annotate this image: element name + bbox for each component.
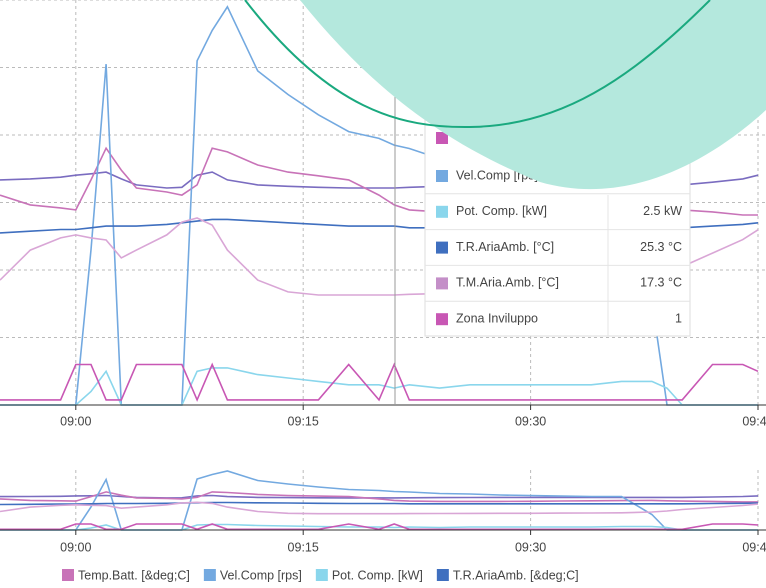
legend-label: T.R.AriaAmb. [&deg;C] <box>453 568 579 582</box>
legend-swatch <box>437 569 449 581</box>
x-tick-label: 09:00 <box>60 414 91 428</box>
tooltip-swatch <box>436 206 448 218</box>
tooltip-swatch <box>436 170 448 182</box>
x-tick-label: 09:30 <box>515 540 546 554</box>
x-tick-label: 09:15 <box>288 540 319 554</box>
legend-label: Vel.Comp [rps] <box>220 568 302 582</box>
decor-blob <box>300 0 766 189</box>
legend: Temp.Batt. [&deg;C] Vel.Comp [rps] Pot. Co… <box>62 568 579 582</box>
series-line <box>0 496 758 498</box>
tooltip-swatch <box>436 242 448 254</box>
x-tick-label: 09:30 <box>515 414 546 428</box>
tooltip-label: T.M.Aria.Amb. [°C] <box>456 276 559 290</box>
legend-swatch <box>316 569 328 581</box>
x-tick-label: 09:45 <box>742 414 766 428</box>
tooltip-label: T.R.AriaAmb. [°C] <box>456 240 554 254</box>
x-tick-label: 09:00 <box>60 540 91 554</box>
series-line <box>0 503 758 505</box>
tooltip-label: Zona Inviluppo <box>456 311 538 325</box>
legend-swatch <box>204 569 216 581</box>
tooltip-label: Pot. Comp. [kW] <box>456 204 547 218</box>
tooltip-value: 17.3 °C <box>640 276 682 290</box>
tooltip-value: 25.3 °C <box>640 240 682 254</box>
x-tick-label: 09:45 <box>742 540 766 554</box>
legend-swatch <box>62 569 74 581</box>
x-tick-label: 09:15 <box>288 414 319 428</box>
legend-label: Temp.Batt. [&deg;C] <box>78 568 190 582</box>
tooltip-value: 1 <box>675 311 682 325</box>
navigator: 09:00 09:15 09:30 09:45 <box>0 470 766 554</box>
tooltip-swatch <box>436 277 448 289</box>
series-line <box>0 365 758 400</box>
legend-label: Pot. Comp. [kW] <box>332 568 423 582</box>
chart: 09:00 09:15 09:30 09:45 Vel.Comp [rps] Pot. … <box>0 0 766 588</box>
tooltip-value: 2.5 kW <box>643 204 682 218</box>
tooltip-swatch <box>436 313 448 325</box>
